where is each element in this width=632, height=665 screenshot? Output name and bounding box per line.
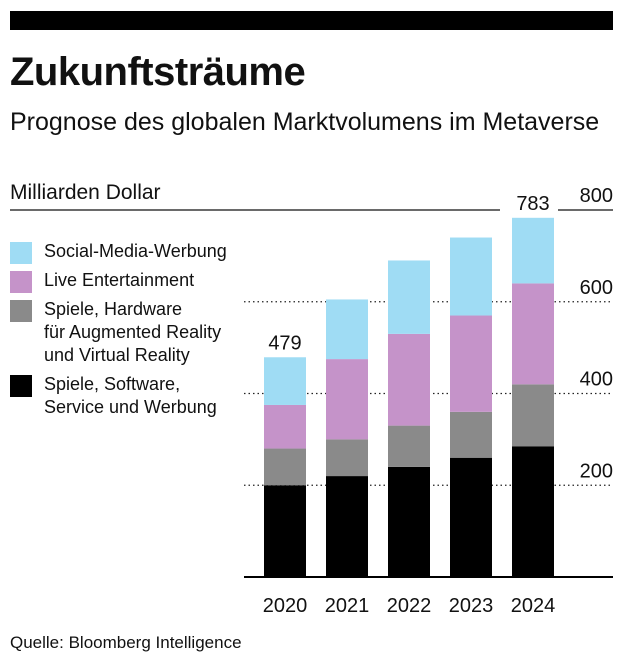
- x-tick-label-2021: 2021: [325, 595, 370, 617]
- bar-2020-social: [264, 357, 306, 405]
- y-tick-label-600: 600: [580, 277, 613, 299]
- y-tick-label-800: 800: [580, 185, 613, 207]
- bar-2020-hardware: [264, 448, 306, 486]
- y-tick-label-400: 400: [580, 369, 613, 391]
- legend-label-social: Social-Media-Werbung: [44, 241, 227, 261]
- legend-item-hardware: Spiele, Hardware für Augmented Reality u…: [10, 298, 260, 367]
- bar-2021-hardware: [326, 439, 368, 477]
- bar-2024-social: [512, 217, 554, 284]
- bar-2022-software: [388, 466, 430, 577]
- bar-2023-live: [450, 315, 492, 412]
- legend-swatch-hardware: [10, 300, 32, 322]
- bar-2022-hardware: [388, 425, 430, 467]
- bar-total-label-2024: 783: [516, 193, 549, 215]
- bar-2021-live: [326, 359, 368, 440]
- bar-2022-live: [388, 333, 430, 426]
- x-tick-label-2022: 2022: [387, 595, 432, 617]
- legend-label-software: Spiele, Software, Service und Werbung: [44, 374, 217, 417]
- bar-2024-live: [512, 283, 554, 385]
- bar-2020-software: [264, 485, 306, 577]
- chart-subtitle: Prognose des globalen Marktvolumens im M…: [10, 108, 600, 136]
- bar-2023-social: [450, 237, 492, 316]
- legend-swatch-live: [10, 271, 32, 293]
- legend-item-social: Social-Media-Werbung: [10, 240, 260, 264]
- bar-2021-social: [326, 299, 368, 360]
- legend-swatch-social: [10, 242, 32, 264]
- bar-2022-social: [388, 260, 430, 334]
- top-rule: [10, 11, 613, 30]
- x-tick-label-2020: 2020: [263, 595, 308, 617]
- legend-label-hardware: Spiele, Hardware für Augmented Reality u…: [44, 299, 222, 365]
- x-tick-label-2024: 2024: [511, 595, 556, 617]
- source-note: Quelle: Bloomberg Intelligence: [10, 633, 242, 652]
- bar-total-label-2020: 479: [268, 332, 301, 354]
- chart-title: Zukunftsträume: [10, 50, 306, 94]
- bar-2023-software: [450, 457, 492, 577]
- legend-item-software: Spiele, Software, Service und Werbung: [10, 373, 260, 419]
- bar-2021-software: [326, 476, 368, 577]
- legend-item-live: Live Entertainment: [10, 269, 260, 293]
- legend-swatch-software: [10, 375, 32, 397]
- legend: Social-Media-Werbung Live Entertainment …: [10, 240, 260, 425]
- bar-2020-live: [264, 404, 306, 449]
- y-axis-unit-label: Milliarden Dollar: [10, 181, 161, 204]
- x-tick-label-2023: 2023: [449, 595, 494, 617]
- y-tick-label-200: 200: [580, 460, 613, 482]
- legend-label-live: Live Entertainment: [44, 270, 195, 290]
- bar-2024-software: [512, 446, 554, 577]
- bar-2024-hardware: [512, 384, 554, 447]
- bar-2023-hardware: [450, 411, 492, 458]
